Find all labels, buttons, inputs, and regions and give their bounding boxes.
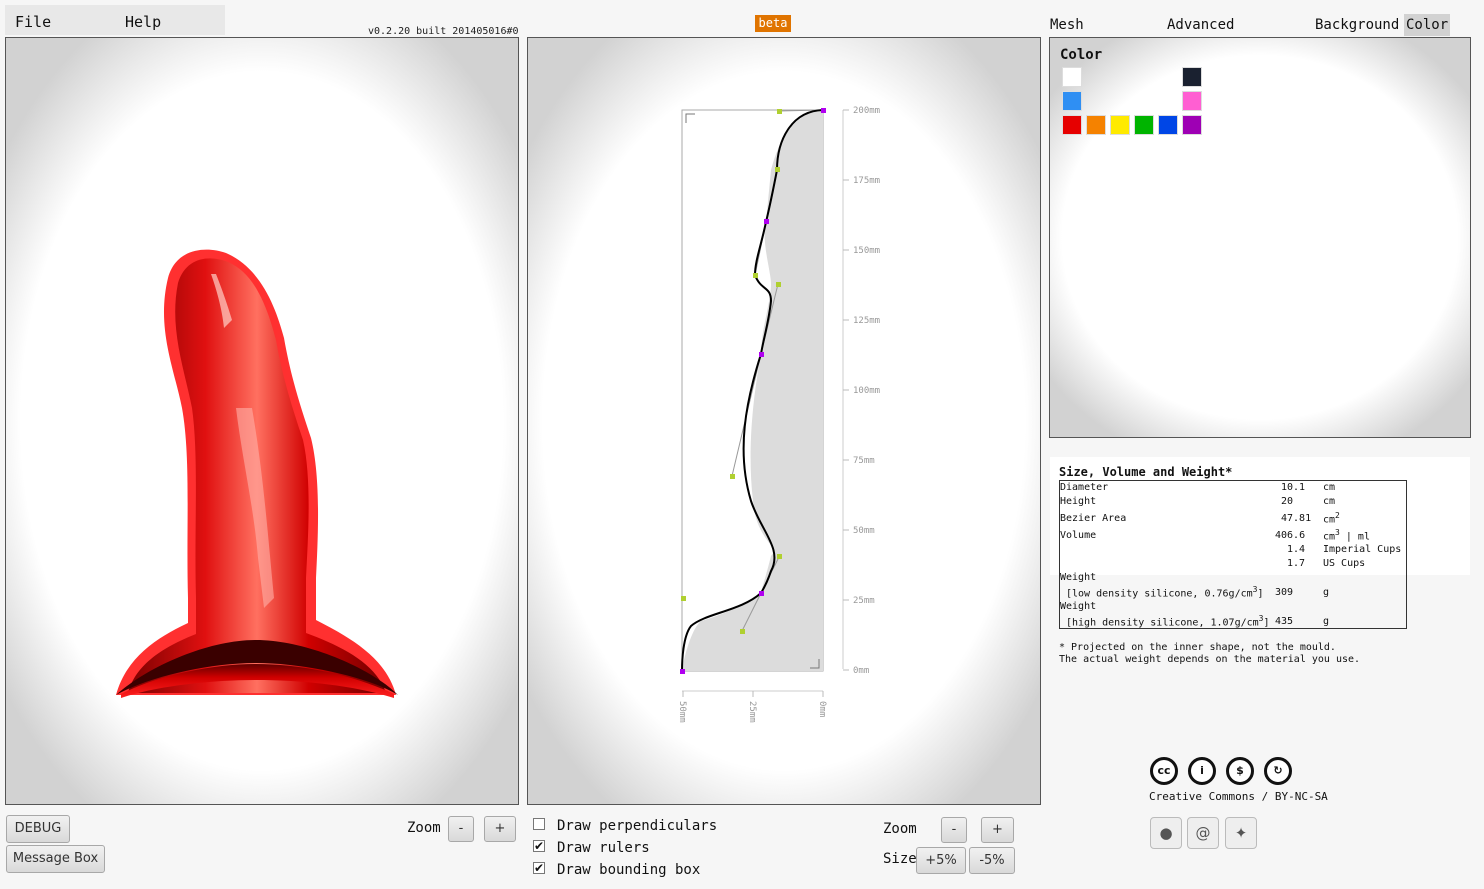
draw-bounding-box-label: Draw bounding box xyxy=(557,862,701,878)
ruler-label: 150mm xyxy=(853,246,880,256)
draw-rulers-label: Draw rulers xyxy=(557,840,650,856)
color-swatch-purple[interactable] xyxy=(1182,115,1202,135)
high-density-unit: g xyxy=(1323,616,1330,627)
tab-advanced-settings[interactable]: Advanced Settings xyxy=(1167,17,1235,55)
color-swatch-green[interactable] xyxy=(1134,115,1154,135)
tab-mesh-settings[interactable]: Mesh Settings xyxy=(1050,17,1117,55)
info-title: Size, Volume and Weight* xyxy=(1059,465,1233,479)
us-cups-unit: US Cups xyxy=(1323,558,1366,569)
size-increase-button[interactable]: +5% xyxy=(916,847,966,874)
high-density-label: [high density silicone, 1.07g/cm3] xyxy=(1066,614,1270,629)
profile-fill xyxy=(682,110,823,671)
info-table xyxy=(1059,480,1407,629)
height-unit: cm xyxy=(1323,496,1336,507)
color-panel xyxy=(1049,37,1471,438)
area-unit: cm2 xyxy=(1323,511,1340,526)
color-swatch-yellow[interactable] xyxy=(1110,115,1130,135)
weight-label-low: Weight xyxy=(1060,572,1097,583)
vertical-ruler: 200mm 175mm 150mm 125mm 100mm 75mm 50mm 25mm 0mm xyxy=(843,106,880,676)
3d-viewport[interactable] xyxy=(5,37,519,805)
volume-value: 406.6 xyxy=(1275,530,1306,541)
ruler-label: 125mm xyxy=(853,316,880,326)
diameter-unit: cm xyxy=(1323,482,1336,493)
color-swatch-dark-blue[interactable] xyxy=(1158,115,1178,135)
zoom-in-3d-button[interactable]: + xyxy=(484,816,516,842)
menu-bar: File Help xyxy=(5,5,225,35)
zoom-out-profile-button[interactable]: - xyxy=(941,817,967,843)
email-icon[interactable]: @ xyxy=(1187,817,1219,849)
beta-badge: beta xyxy=(755,15,791,32)
color-swatch-blue[interactable] xyxy=(1062,91,1082,111)
height-value: 20 xyxy=(1281,496,1294,507)
area-label: Bezier Area xyxy=(1060,513,1127,524)
ruler-label: 50mm xyxy=(677,701,687,723)
ruler-label: 50mm xyxy=(853,526,875,536)
us-cups-value: 1.7 xyxy=(1287,558,1306,569)
note-material: The actual weight depends on the materia… xyxy=(1059,654,1361,665)
github-icon[interactable]: ● xyxy=(1150,817,1182,849)
area-value: 47.81 xyxy=(1281,513,1312,524)
cc-icon: cc xyxy=(1150,757,1178,785)
low-density-value: 309 xyxy=(1275,587,1294,598)
version-label: v0.2.20 built 201405016#0 xyxy=(368,26,519,37)
ruler-label: 0mm xyxy=(853,666,869,676)
twitter-icon[interactable]: ✦ xyxy=(1225,817,1257,849)
diameter-label: Diameter xyxy=(1060,482,1109,493)
draw-perpendiculars-checkbox[interactable] xyxy=(533,818,545,830)
color-swatch-red[interactable] xyxy=(1062,115,1082,135)
bezier-curve xyxy=(681,109,824,672)
by-icon: i xyxy=(1188,757,1216,785)
ruler-label: 100mm xyxy=(853,386,880,396)
draw-bounding-box-checkbox[interactable]: ✔ xyxy=(533,861,545,875)
draw-rulers-checkbox[interactable]: ✔ xyxy=(533,839,545,853)
ruler-label: 0mm xyxy=(817,701,827,717)
ruler-label: 25mm xyxy=(747,701,757,723)
info-card xyxy=(1050,457,1470,575)
size-label: Size xyxy=(883,851,917,867)
menu-help[interactable]: Help xyxy=(125,13,162,31)
low-density-label: [low density silicone, 0.76g/cm3] xyxy=(1066,585,1264,600)
volume-label: Volume xyxy=(1060,530,1097,541)
size-decrease-button[interactable]: -5% xyxy=(969,847,1015,874)
bezier-canvas[interactable]: 200mm 175mm 150mm 125mm 100mm 75mm 50mm 25mm 0mm… xyxy=(528,38,1040,804)
ruler-label: 200mm xyxy=(853,106,880,116)
tab-color[interactable]: Color xyxy=(1404,14,1451,36)
color-swatch-orange[interactable] xyxy=(1086,115,1106,135)
profile-editor[interactable]: 200mm 175mm 150mm 125mm 100mm 75mm 50mm 25mm 0mm… xyxy=(527,37,1041,805)
imperial-cups-value: 1.4 xyxy=(1287,544,1306,555)
low-density-unit: g xyxy=(1323,587,1330,598)
menu-file[interactable]: File xyxy=(15,13,52,31)
weight-label-high: Weight xyxy=(1060,601,1097,612)
nc-icon: $ xyxy=(1226,757,1254,785)
sa-icon: ↻ xyxy=(1264,757,1292,785)
zoom-in-profile-button[interactable]: + xyxy=(981,817,1014,843)
zoom-label-3d: Zoom xyxy=(407,820,441,836)
license-text: Creative Commons / BY-NC-SA xyxy=(1149,790,1328,803)
diameter-value: 10.1 xyxy=(1281,482,1306,493)
ruler-label: 175mm xyxy=(853,176,880,186)
note-projection: * Projected on the inner shape, not the … xyxy=(1059,642,1336,653)
ruler-label: 75mm xyxy=(853,456,875,466)
color-panel-title: Color xyxy=(1060,47,1103,63)
debug-button[interactable]: DEBUG xyxy=(6,815,70,843)
handle-points xyxy=(681,109,782,634)
message-box-button[interactable]: Message Box xyxy=(6,845,105,873)
ruler-label: 25mm xyxy=(853,596,875,606)
anchor-points xyxy=(680,108,826,674)
tab-background[interactable]: Background xyxy=(1315,17,1400,33)
imperial-cups-unit: Imperial Cups xyxy=(1323,544,1402,555)
3d-model xyxy=(116,249,398,698)
zoom-label-profile: Zoom xyxy=(883,821,917,837)
color-swatch-pink[interactable] xyxy=(1182,91,1202,111)
horizontal-ruler: 50mm 25mm 0mm xyxy=(677,691,827,723)
height-label: Height xyxy=(1060,496,1097,507)
draw-perpendiculars-label: Draw perpendiculars xyxy=(557,818,718,834)
high-density-value: 435 xyxy=(1275,616,1294,627)
zoom-out-3d-button[interactable]: - xyxy=(448,816,474,842)
color-swatch-white[interactable] xyxy=(1062,67,1082,87)
color-swatch-dark-navy[interactable] xyxy=(1182,67,1202,87)
volume-unit: cm3 | ml xyxy=(1323,528,1370,543)
